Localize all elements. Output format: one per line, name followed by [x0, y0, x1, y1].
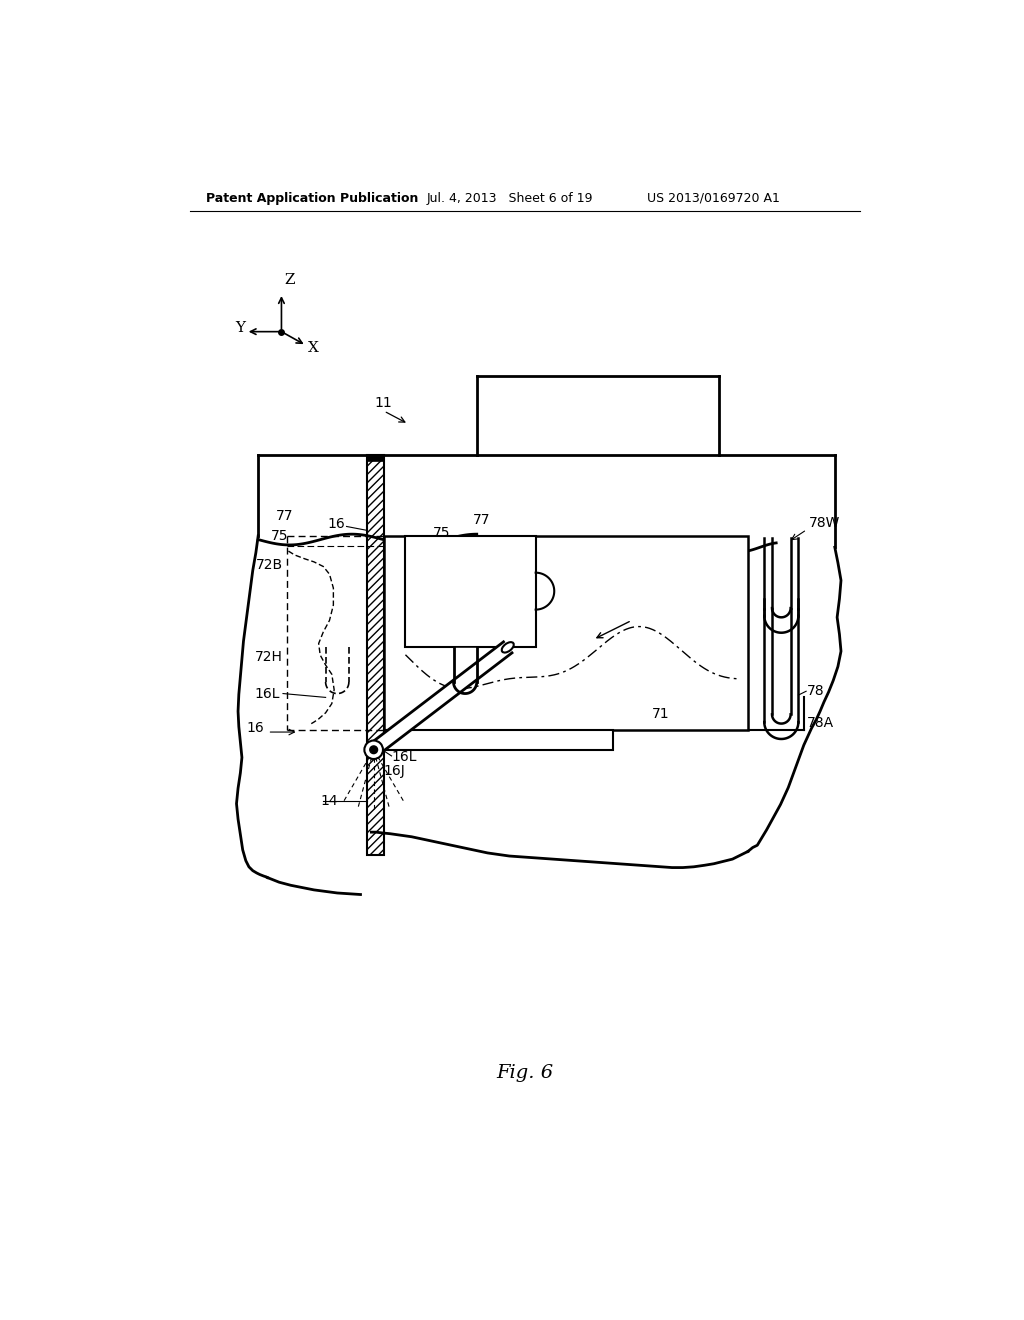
Text: 16L: 16L — [391, 751, 417, 764]
Bar — [367, 455, 384, 855]
Text: Y: Y — [234, 322, 245, 335]
Text: 77: 77 — [275, 510, 293, 524]
Polygon shape — [370, 642, 512, 755]
Text: 75: 75 — [432, 525, 451, 540]
Bar — [384, 730, 613, 750]
Text: 78W: 78W — [809, 516, 840, 531]
Text: 75: 75 — [271, 529, 289, 543]
Bar — [384, 536, 748, 730]
Text: 71: 71 — [652, 708, 670, 721]
Text: 16J: 16J — [384, 763, 406, 777]
Text: X: X — [308, 341, 318, 355]
Ellipse shape — [502, 642, 514, 652]
Bar — [406, 536, 536, 647]
Circle shape — [365, 741, 383, 759]
Text: US 2013/0169720 A1: US 2013/0169720 A1 — [647, 191, 780, 205]
Text: 80B: 80B — [471, 738, 498, 752]
Text: 77: 77 — [473, 513, 490, 527]
Text: 14: 14 — [321, 795, 338, 808]
Text: 16: 16 — [247, 721, 264, 735]
Text: 72H: 72H — [471, 612, 499, 626]
Text: 78: 78 — [807, 684, 824, 698]
Text: Patent Application Publication: Patent Application Publication — [206, 191, 418, 205]
Text: Z: Z — [285, 273, 295, 286]
Text: 16P: 16P — [415, 729, 441, 743]
Text: 16: 16 — [328, 517, 345, 531]
Circle shape — [370, 746, 378, 754]
Text: 72B: 72B — [256, 558, 283, 572]
Text: 11: 11 — [375, 396, 392, 411]
Text: 72B: 72B — [410, 545, 437, 560]
Text: 16L: 16L — [254, 686, 280, 701]
Text: Fig. 6: Fig. 6 — [497, 1064, 553, 1082]
Bar — [367, 455, 384, 461]
Text: 72H: 72H — [255, 651, 283, 664]
Bar — [455, 648, 476, 682]
Text: 78A: 78A — [807, 715, 834, 730]
Text: Jul. 4, 2013   Sheet 6 of 19: Jul. 4, 2013 Sheet 6 of 19 — [426, 191, 593, 205]
